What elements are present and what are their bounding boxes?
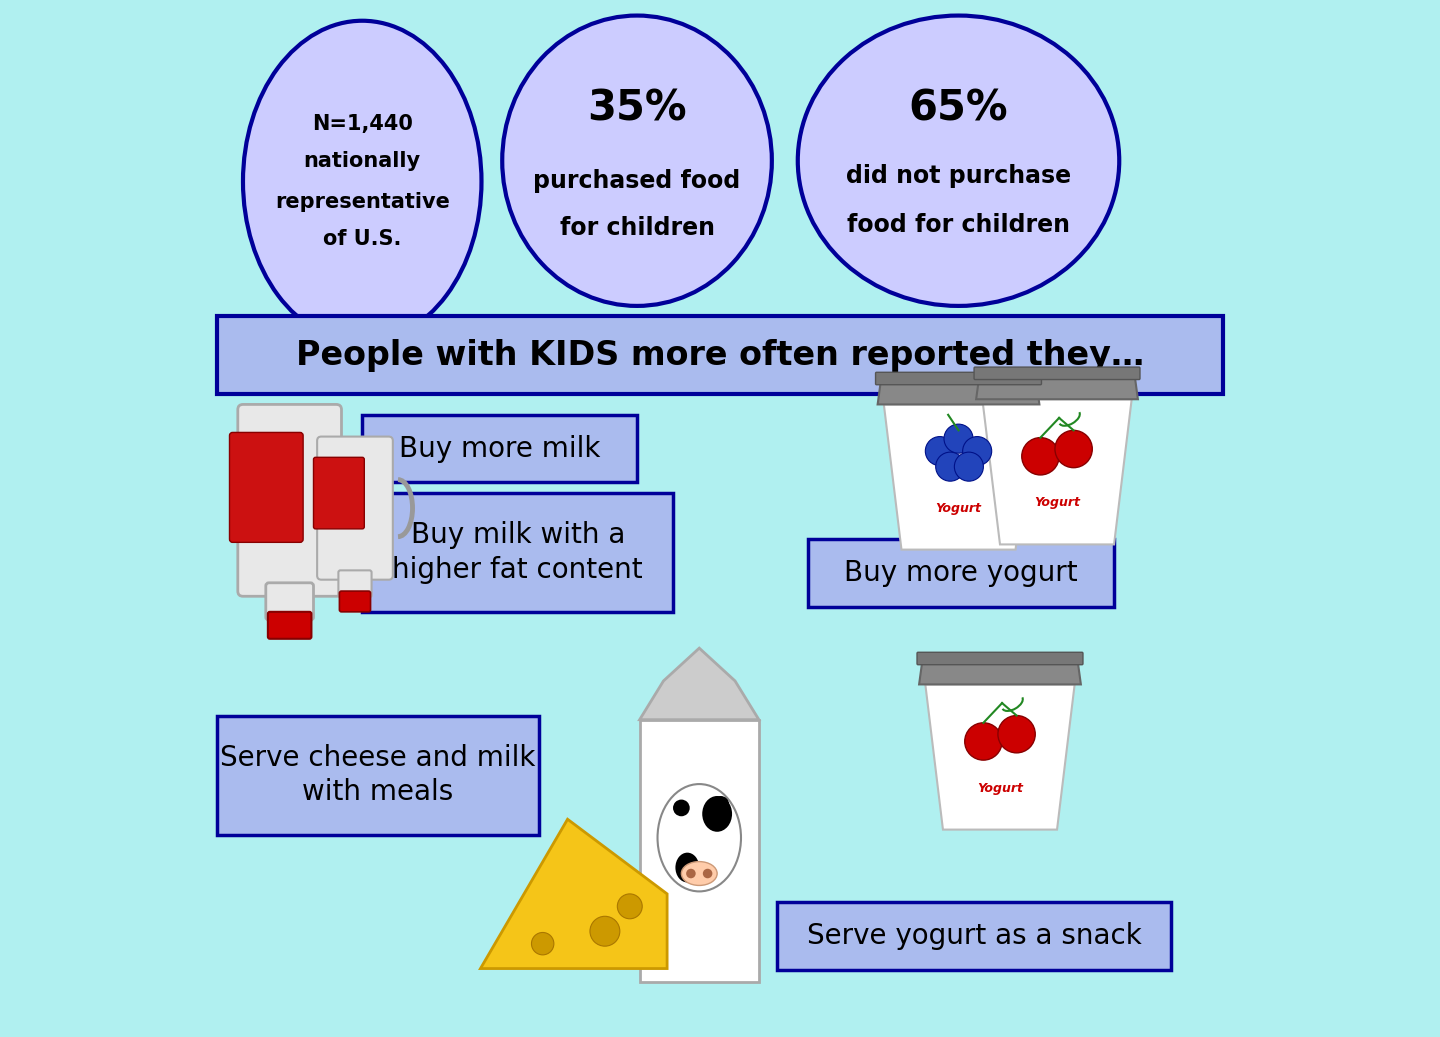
- Circle shape: [685, 869, 696, 878]
- Polygon shape: [884, 404, 1032, 550]
- FancyBboxPatch shape: [363, 493, 674, 612]
- Circle shape: [965, 723, 1002, 760]
- Circle shape: [618, 894, 642, 919]
- Text: Yogurt: Yogurt: [936, 502, 982, 514]
- Polygon shape: [976, 376, 1138, 399]
- Text: Buy more milk: Buy more milk: [399, 435, 600, 463]
- Ellipse shape: [503, 16, 772, 306]
- Circle shape: [590, 917, 619, 946]
- Text: People with KIDS more often reported they…: People with KIDS more often reported the…: [295, 339, 1145, 371]
- Text: Buy milk with a
higher fat content: Buy milk with a higher fat content: [393, 521, 644, 584]
- Circle shape: [998, 716, 1035, 753]
- Circle shape: [955, 452, 984, 481]
- Ellipse shape: [798, 16, 1119, 306]
- FancyBboxPatch shape: [268, 612, 311, 639]
- Text: Yogurt: Yogurt: [976, 782, 1022, 794]
- Circle shape: [936, 452, 965, 481]
- Text: Serve yogurt as a snack: Serve yogurt as a snack: [806, 922, 1142, 950]
- Circle shape: [945, 424, 973, 453]
- Ellipse shape: [658, 784, 742, 892]
- Polygon shape: [982, 399, 1132, 544]
- Polygon shape: [926, 684, 1074, 830]
- FancyBboxPatch shape: [363, 415, 636, 482]
- Text: Buy more yogurt: Buy more yogurt: [844, 559, 1079, 587]
- Ellipse shape: [681, 862, 717, 886]
- Text: nationally: nationally: [304, 150, 420, 171]
- FancyBboxPatch shape: [338, 570, 372, 597]
- Circle shape: [713, 796, 729, 813]
- FancyBboxPatch shape: [778, 902, 1171, 970]
- Text: Yogurt: Yogurt: [1034, 497, 1080, 509]
- Polygon shape: [877, 382, 1040, 404]
- Text: food for children: food for children: [847, 213, 1070, 237]
- FancyBboxPatch shape: [876, 372, 1041, 385]
- FancyBboxPatch shape: [314, 457, 364, 529]
- Text: N=1,440: N=1,440: [312, 114, 413, 135]
- Circle shape: [531, 932, 554, 955]
- Circle shape: [672, 800, 690, 816]
- Circle shape: [1022, 438, 1058, 475]
- FancyBboxPatch shape: [217, 716, 539, 835]
- FancyBboxPatch shape: [639, 720, 759, 982]
- FancyBboxPatch shape: [917, 652, 1083, 665]
- Text: did not purchase: did not purchase: [845, 164, 1071, 189]
- Text: Serve cheese and milk
with meals: Serve cheese and milk with meals: [220, 744, 536, 807]
- Polygon shape: [919, 662, 1081, 684]
- Ellipse shape: [703, 796, 732, 832]
- Text: representative: representative: [275, 192, 449, 213]
- Circle shape: [703, 869, 713, 878]
- Text: purchased food: purchased food: [533, 169, 740, 194]
- FancyBboxPatch shape: [340, 591, 370, 612]
- FancyBboxPatch shape: [317, 437, 393, 580]
- Polygon shape: [639, 648, 759, 720]
- Circle shape: [926, 437, 955, 466]
- FancyBboxPatch shape: [229, 432, 304, 542]
- Text: 65%: 65%: [909, 88, 1008, 130]
- Text: of U.S.: of U.S.: [323, 228, 402, 249]
- Polygon shape: [481, 819, 667, 969]
- Ellipse shape: [243, 21, 481, 342]
- FancyBboxPatch shape: [217, 316, 1223, 394]
- Text: for children: for children: [560, 216, 714, 241]
- Ellipse shape: [675, 852, 700, 882]
- FancyBboxPatch shape: [238, 404, 341, 596]
- Circle shape: [963, 437, 992, 466]
- FancyBboxPatch shape: [973, 367, 1140, 380]
- FancyBboxPatch shape: [266, 583, 314, 620]
- Text: 35%: 35%: [588, 88, 687, 130]
- FancyBboxPatch shape: [808, 539, 1115, 607]
- Circle shape: [1056, 430, 1093, 468]
